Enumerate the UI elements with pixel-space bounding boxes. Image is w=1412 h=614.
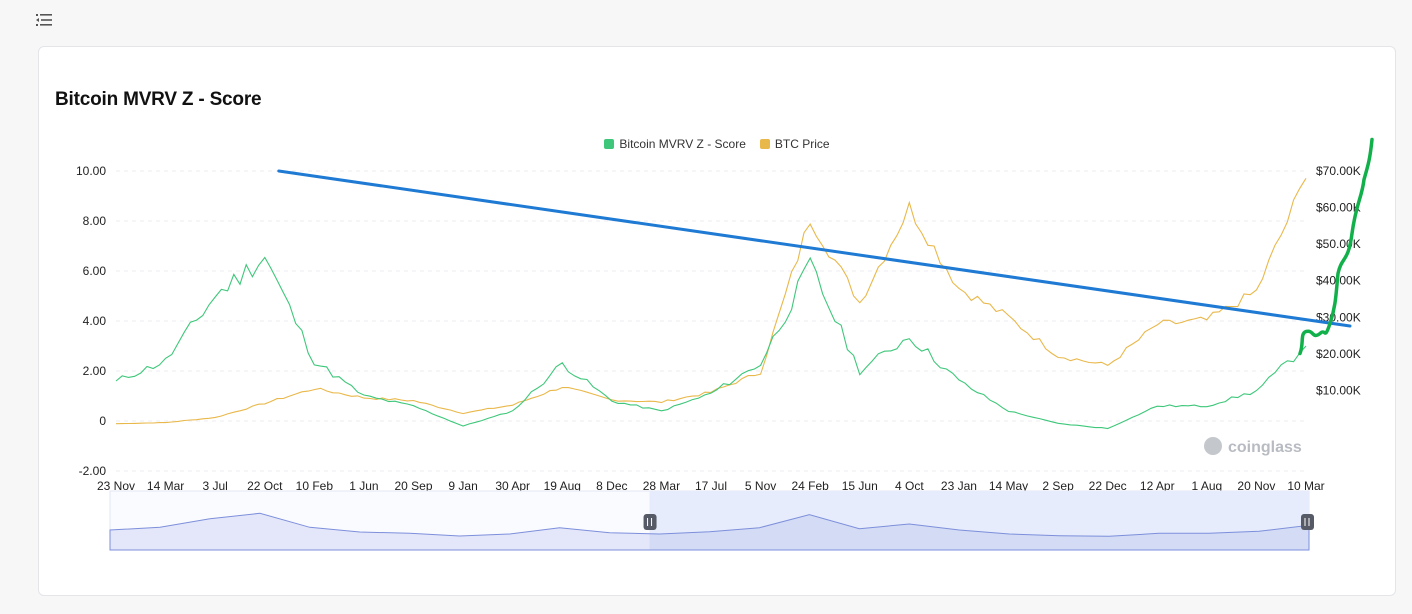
y-tick-right: $70.00K — [1316, 164, 1361, 178]
chart-title: Bitcoin MVRV Z - Score — [55, 89, 262, 110]
series-line-mvrv-z-score — [115, 256, 1307, 430]
x-tick: 23 Jan — [941, 479, 977, 493]
x-tick: 28 Mar — [643, 479, 680, 493]
x-tick: 10 Feb — [296, 479, 334, 493]
legend-item-price[interactable]: BTC Price — [759, 136, 830, 152]
x-tick: 1 Jun — [349, 479, 378, 493]
x-tick: 22 Oct — [247, 479, 283, 493]
y-tick-right: $30.00K — [1316, 310, 1361, 324]
chart-legend: Bitcoin MVRV Z - Score BTC Price — [39, 136, 1395, 152]
x-tick: 9 Jan — [448, 479, 477, 493]
x-tick: 3 Jul — [202, 479, 227, 493]
y-tick-left: 2.00 — [83, 364, 107, 378]
x-tick: 22 Dec — [1089, 479, 1127, 493]
zoom-slider-selection[interactable] — [649, 491, 1309, 550]
x-tick: 20 Sep — [394, 479, 432, 493]
legend-swatch-price — [759, 139, 770, 149]
x-tick: 4 Oct — [895, 479, 924, 493]
y-tick-left: 0 — [99, 414, 106, 428]
x-tick: 5 Nov — [745, 479, 776, 493]
y-tick-right: $50.00K — [1316, 237, 1361, 251]
legend-swatch-mvrv — [604, 139, 615, 149]
y-tick-left: 6.00 — [83, 264, 107, 278]
x-tick: 12 Apr — [1140, 479, 1175, 493]
legend-label-price: BTC Price — [774, 137, 830, 151]
y-tick-right: $10.00K — [1316, 383, 1361, 397]
x-tick: 30 Apr — [495, 479, 530, 493]
x-tick: 8 Dec — [596, 479, 627, 493]
legend-label-mvrv: Bitcoin MVRV Z - Score — [619, 137, 746, 151]
y-tick-right: $20.00K — [1316, 347, 1361, 361]
y-tick-left: 8.00 — [83, 214, 107, 228]
y-tick-right: $60.00K — [1316, 201, 1361, 215]
y-tick-left: 4.00 — [83, 314, 107, 328]
projection-annotation — [1298, 137, 1374, 356]
x-tick: 14 Mar — [147, 479, 184, 493]
menu-collapse-icon[interactable] — [36, 13, 52, 27]
x-tick: 2 Sep — [1042, 479, 1074, 493]
y-tick-left: 10.00 — [76, 164, 106, 178]
x-tick: 17 Jul — [695, 479, 727, 493]
x-tick: 1 Aug — [1191, 479, 1222, 493]
x-tick: 20 Nov — [1237, 479, 1275, 493]
y-tick-left: -2.00 — [79, 464, 107, 478]
zoom-handle-left[interactable] — [643, 514, 657, 530]
trendline-annotation — [277, 169, 1352, 328]
legend-item-mvrv[interactable]: Bitcoin MVRV Z - Score — [604, 136, 746, 152]
x-tick: 23 Nov — [97, 479, 135, 493]
x-tick: 10 Mar — [1287, 479, 1324, 493]
zoom-slider-preview — [109, 512, 1310, 551]
x-tick: 14 May — [989, 479, 1028, 493]
x-tick: 15 Jun — [842, 479, 878, 493]
watermark-text: coinglass — [1228, 439, 1302, 456]
x-tick: 19 Aug — [544, 479, 581, 493]
coinglass-logo-icon — [1204, 437, 1222, 455]
zoom-handle-right[interactable] — [1301, 514, 1314, 530]
watermark: coinglass — [1204, 437, 1302, 456]
series-line-btc-price — [115, 178, 1307, 425]
x-tick: 24 Feb — [791, 479, 829, 493]
